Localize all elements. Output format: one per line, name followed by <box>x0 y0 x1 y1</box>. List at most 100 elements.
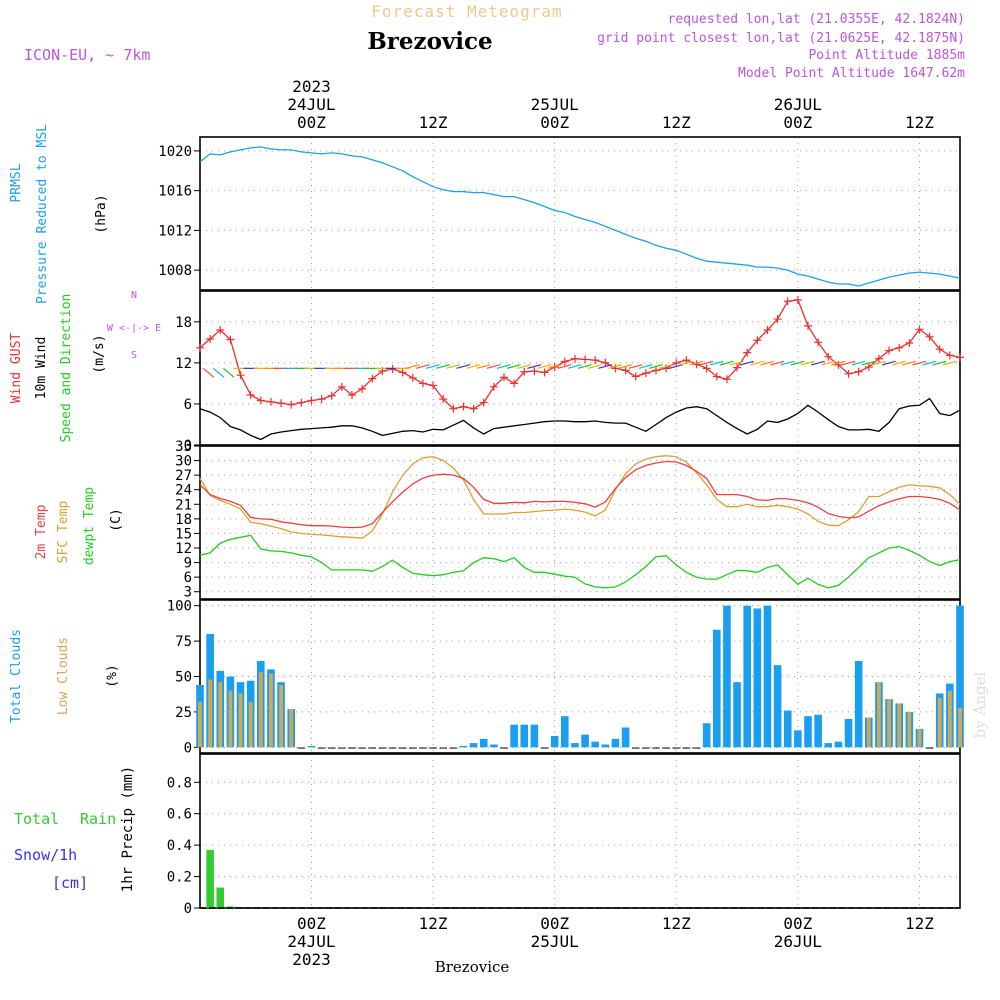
wind-arrow <box>871 360 886 366</box>
low-cloud-bar <box>258 672 263 748</box>
gust-marker <box>834 360 843 369</box>
clouds-unit: (%) <box>105 664 120 687</box>
gust-marker <box>479 398 488 407</box>
time-label-bottom: 00Z <box>540 914 569 933</box>
total-cloud-bar <box>317 747 326 749</box>
total-cloud-bar <box>530 724 539 748</box>
total-cloud-bar <box>794 730 802 748</box>
low-cloud-bar <box>866 717 871 748</box>
y-tick-label: 75 <box>175 634 192 650</box>
wind-arrow <box>598 364 613 369</box>
low-cloud-bar <box>238 693 243 748</box>
gust-marker <box>804 321 812 330</box>
total-cloud-bar <box>327 747 336 749</box>
gust-marker <box>530 367 539 376</box>
prmsl-label: PRMSL <box>9 163 24 202</box>
wind-arrow <box>922 360 937 366</box>
y-tick-label: 1016 <box>158 184 192 200</box>
gust-marker <box>652 366 660 375</box>
gust-marker <box>246 391 255 400</box>
gust-line <box>199 299 961 410</box>
gust-marker <box>864 362 873 371</box>
low-cloud-bar <box>248 702 253 748</box>
panel-frame <box>199 445 961 600</box>
wind-arrow <box>689 360 704 366</box>
wind-arrow <box>456 364 471 369</box>
gust-marker <box>773 315 782 324</box>
total-cloud-bar <box>500 747 508 749</box>
wind-arrow <box>881 360 896 366</box>
low-cloud-bar <box>198 702 202 748</box>
wind-panel: 0 6 12 18 <box>175 290 964 454</box>
gust-marker <box>368 374 377 383</box>
wind-arrow <box>780 360 795 366</box>
total-cloud-bar <box>773 665 782 748</box>
gust-marker <box>540 368 549 377</box>
low-cloud-bar <box>289 709 294 748</box>
total-cloud-bar <box>409 747 417 749</box>
wind-arrow <box>770 360 785 366</box>
gust-marker <box>722 375 731 384</box>
t2m-line <box>199 460 961 529</box>
prmsl-line <box>199 146 961 287</box>
total-cloud-bar <box>348 747 356 749</box>
gust-marker <box>824 352 833 361</box>
gust-marker <box>449 404 458 413</box>
wind-arrow <box>425 364 440 369</box>
requested-coords: requested lon,lat (21.0355E, 42.1824N) <box>668 12 965 27</box>
total-cloud-bar <box>490 744 498 748</box>
total-cloud-bar <box>571 743 579 748</box>
gust-marker <box>297 398 306 407</box>
gust-marker <box>874 354 883 363</box>
total-cloud-bar <box>814 714 822 748</box>
wind-arrow <box>810 360 825 366</box>
wind-arrow <box>537 364 552 369</box>
wind-arrow <box>841 360 856 366</box>
low-cloud-bar <box>958 707 962 748</box>
meteogram-subtitle: Forecast Meteogram <box>371 2 562 21</box>
gust-marker <box>439 395 448 404</box>
time-label-bottom: 12Z <box>419 914 448 933</box>
wind-arrow <box>800 360 815 366</box>
gust-marker <box>510 379 519 388</box>
wind-arrow <box>679 360 694 366</box>
total-cloud-bar <box>449 747 458 749</box>
wind-arrow <box>750 360 765 366</box>
total-cloud-bar <box>642 747 650 749</box>
rain-bar <box>216 887 225 908</box>
time-label-top: 25JUL <box>531 95 579 114</box>
y-tick-label: 24 <box>175 483 192 499</box>
clouds-panel: 0 25 50 75 100 <box>167 599 964 756</box>
time-label-bottom: 12Z <box>662 914 691 933</box>
gust-marker <box>956 353 964 362</box>
wind-arrow <box>202 367 215 378</box>
precip-panel: 0 0.2 0.4 0.6 0.8 <box>167 753 961 917</box>
total-cloud-bar <box>378 747 387 749</box>
gust-marker <box>408 373 417 382</box>
wind-arrow <box>638 364 653 369</box>
total-cloud-bar <box>429 747 437 749</box>
gust-marker <box>631 372 640 381</box>
total-cloud-bar <box>702 723 711 748</box>
total-cloud-bar <box>388 747 397 749</box>
wind-arrow <box>567 364 582 369</box>
wind-arrow <box>212 367 225 378</box>
wind-arrow <box>436 364 450 369</box>
wind-arrow <box>466 364 481 369</box>
total-cloud-bar <box>459 745 468 748</box>
compass-we: W <-|-> E <box>107 323 161 334</box>
wind-arrow <box>223 367 235 378</box>
low-cloud-bar <box>228 690 233 748</box>
total-cloud-bar <box>753 608 762 748</box>
wind-arrow <box>669 364 683 369</box>
total-cloud-bar <box>652 747 660 749</box>
gust-marker <box>581 355 590 364</box>
gust-marker <box>641 369 650 378</box>
gust-marker <box>672 358 681 367</box>
total-cloud-bar <box>520 724 529 748</box>
wind-arrow <box>415 364 430 369</box>
wind-arrow <box>699 360 714 366</box>
